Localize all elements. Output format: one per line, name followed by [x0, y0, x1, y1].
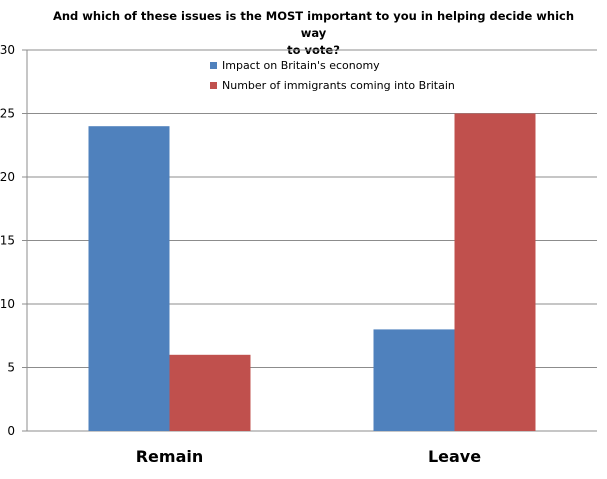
y-tick-label: 5: [7, 361, 15, 375]
x-axis-labels: Remain Leave: [136, 447, 481, 466]
bar-remain-series-1: [88, 126, 170, 431]
bar-remain-series-2: [169, 354, 251, 431]
y-tick-label: 30: [0, 43, 15, 57]
y-tick-label: 20: [0, 170, 15, 184]
legend-swatch: [210, 62, 217, 69]
x-category-label: Leave: [428, 447, 481, 466]
x-category-label: Remain: [136, 447, 204, 466]
chart-title: And which of these issues is the MOST im…: [40, 8, 587, 59]
y-tick-label: 15: [0, 234, 15, 248]
y-tick-label: 25: [0, 107, 15, 121]
legend-swatch: [210, 82, 217, 89]
legend: Impact on Britain's economy Number of imm…: [210, 59, 455, 92]
bar-leave-series-1: [373, 329, 455, 431]
bars: [88, 113, 536, 431]
bar-leave-series-2: [454, 113, 536, 431]
y-tick-label: 0: [7, 424, 15, 438]
y-tick-label: 10: [0, 297, 15, 311]
y-axis: 0 5 10 15 20 25 30: [0, 43, 28, 438]
chart-title-line-1: And which of these issues is the MOST im…: [52, 9, 575, 40]
legend-label: Number of immigrants coming into Britain: [222, 79, 455, 92]
legend-label: Impact on Britain's economy: [222, 59, 380, 72]
